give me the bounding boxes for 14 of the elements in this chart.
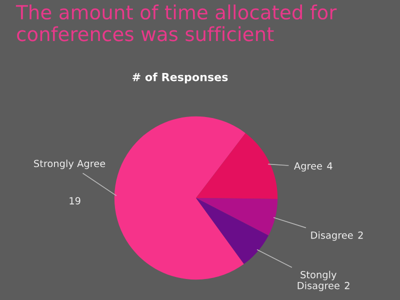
pie-slice: [196, 198, 268, 264]
pie-slice: [114, 116, 246, 280]
slice-label: Agree: [294, 162, 322, 172]
data-label: 19: [70, 197, 80, 204]
slice-label: Strongly Agree: [34, 160, 106, 170]
chart-subtitle: # of Responses: [132, 72, 228, 84]
chart-title: The amount of time allocated for conferences was sufficient: [16, 4, 337, 42]
data-label: 2: [344, 282, 350, 290]
slice-label: Stongly Disagree: [298, 270, 340, 292]
data-label: 2: [358, 232, 363, 239]
pie-slice: [196, 198, 278, 236]
slice-label: Disagree: [311, 231, 353, 241]
pie-slice: [196, 133, 278, 199]
data-label: 4: [327, 162, 332, 170]
